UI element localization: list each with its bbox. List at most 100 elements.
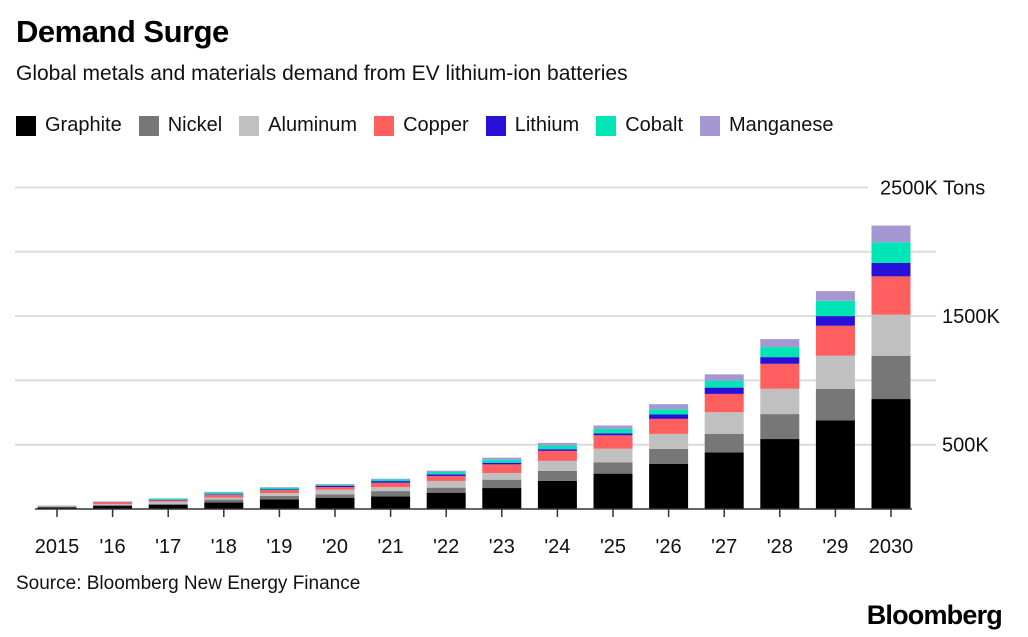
bar-manganese — [426, 470, 466, 472]
legend-label: Cobalt — [625, 114, 683, 136]
bar-lithium — [371, 481, 411, 483]
bar-nickel — [871, 355, 911, 400]
legend-label: Graphite — [45, 114, 122, 136]
legend-label: Copper — [403, 114, 469, 136]
bar-nickel — [148, 503, 188, 506]
bar-aluminum — [593, 448, 633, 463]
bar-lithium — [315, 485, 355, 488]
x-tick-label: 2030 — [869, 536, 914, 558]
bar-manganese — [871, 225, 911, 243]
bar-nickel — [482, 479, 522, 489]
bar-nickel — [371, 491, 411, 497]
bar-lithium — [760, 357, 800, 364]
bar-aluminum — [93, 503, 133, 506]
bar-lithium — [871, 262, 911, 277]
bar-cobalt — [537, 445, 577, 450]
bar-nickel — [704, 433, 744, 453]
chart-subtitle: Global metals and materials demand from … — [16, 62, 628, 85]
bar-nickel — [259, 496, 299, 500]
bar-lithium — [482, 462, 522, 465]
bar-graphite — [426, 492, 466, 509]
bar-copper — [649, 418, 689, 434]
bar-nickel — [649, 448, 689, 464]
x-tick-label: '17 — [155, 536, 181, 558]
bar-copper — [93, 501, 133, 504]
bar-graphite — [37, 507, 77, 509]
bar-lithium — [426, 474, 466, 476]
bar-aluminum — [815, 355, 855, 390]
bar-graphite — [815, 420, 855, 509]
x-tick-label: 2015 — [35, 536, 80, 558]
bar-lithium — [537, 449, 577, 451]
legend-item-cobalt: Cobalt — [596, 114, 683, 137]
bar-nickel — [93, 505, 133, 507]
bar-graphite — [371, 496, 411, 509]
source-note: Source: Bloomberg New Energy Finance — [16, 573, 361, 594]
bar-lithium — [259, 489, 299, 491]
bar-manganese — [593, 425, 633, 429]
bar-copper — [426, 475, 466, 481]
bar-aluminum — [871, 314, 911, 356]
bloomberg-logo: Bloomberg — [866, 600, 1003, 630]
bar-graphite — [148, 505, 188, 509]
legend-swatch — [239, 115, 260, 136]
x-tick-label: '16 — [100, 536, 126, 558]
legend-item-nickel: Nickel — [138, 114, 222, 137]
bar-manganese — [815, 291, 855, 301]
bar-aluminum — [371, 487, 411, 492]
bar-graphite — [704, 452, 744, 509]
bar-copper — [815, 325, 855, 356]
bar-cobalt — [371, 479, 411, 482]
bar-nickel — [760, 414, 800, 440]
legend-label: Lithium — [514, 114, 580, 136]
bar-cobalt — [649, 409, 689, 415]
bar-lithium — [204, 494, 244, 495]
bar-cobalt — [593, 428, 633, 434]
bar-graphite — [760, 439, 800, 509]
y-tick-label: 2500K Tons — [880, 178, 985, 200]
bar-copper — [371, 482, 411, 488]
legend-swatch — [16, 115, 36, 136]
bar-copper — [871, 276, 911, 315]
legend-item-lithium: Lithium — [485, 114, 580, 137]
y-tick-label: 500K — [942, 435, 989, 457]
bar-copper — [315, 487, 355, 490]
bar-graphite — [315, 497, 355, 509]
x-tick-label: '18 — [211, 536, 237, 558]
bar-nickel — [593, 462, 633, 474]
x-tick-label: '29 — [822, 536, 848, 558]
bar-manganese — [204, 491, 244, 493]
x-tick-label: '26 — [656, 536, 682, 558]
bar-graphite — [93, 506, 133, 509]
bar-copper — [704, 393, 744, 413]
bar-aluminum — [760, 388, 800, 415]
bar-copper — [537, 450, 577, 461]
bar-aluminum — [482, 472, 522, 480]
bar-graphite — [204, 502, 244, 509]
bar-cobalt — [204, 492, 244, 495]
bar-manganese — [371, 478, 411, 480]
bar-cobalt — [315, 484, 355, 486]
legend-label: Aluminum — [268, 114, 358, 136]
bar-cobalt — [760, 347, 800, 358]
legend-label: Manganese — [729, 114, 834, 136]
bar-aluminum — [204, 497, 244, 500]
chart-title: Demand Surge — [16, 14, 229, 49]
bar-cobalt — [148, 498, 188, 500]
bar-nickel — [537, 470, 577, 481]
bar-cobalt — [871, 242, 911, 263]
bar-cobalt — [259, 487, 299, 490]
legend-item-copper: Copper — [374, 114, 469, 137]
legend-swatch — [700, 115, 720, 136]
x-tick-label: '22 — [433, 536, 459, 558]
bar-nickel — [37, 506, 77, 508]
bar-manganese — [649, 404, 689, 410]
bar-lithium — [649, 414, 689, 419]
bar-graphite — [259, 499, 299, 509]
y-tick-label: 1500K — [942, 306, 1000, 328]
bar-aluminum — [259, 493, 299, 497]
legend-item-graphite: Graphite — [16, 114, 122, 137]
bar-lithium — [704, 387, 744, 394]
legend-item-manganese: Manganese — [700, 114, 834, 137]
legend-swatch — [485, 115, 506, 136]
